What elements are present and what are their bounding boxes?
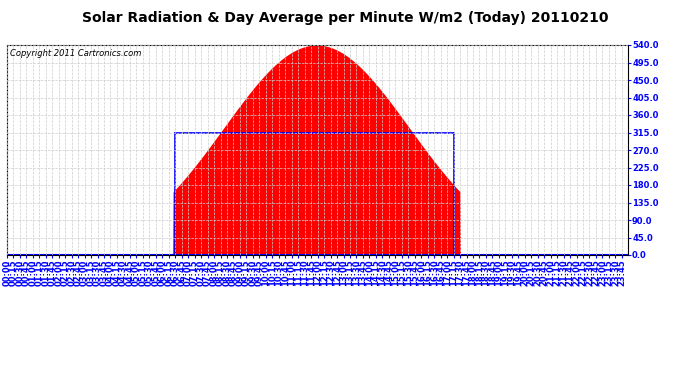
Text: Solar Radiation & Day Average per Minute W/m2 (Today) 20110210: Solar Radiation & Day Average per Minute… [81,11,609,25]
Text: Copyright 2011 Cartronics.com: Copyright 2011 Cartronics.com [10,49,141,58]
